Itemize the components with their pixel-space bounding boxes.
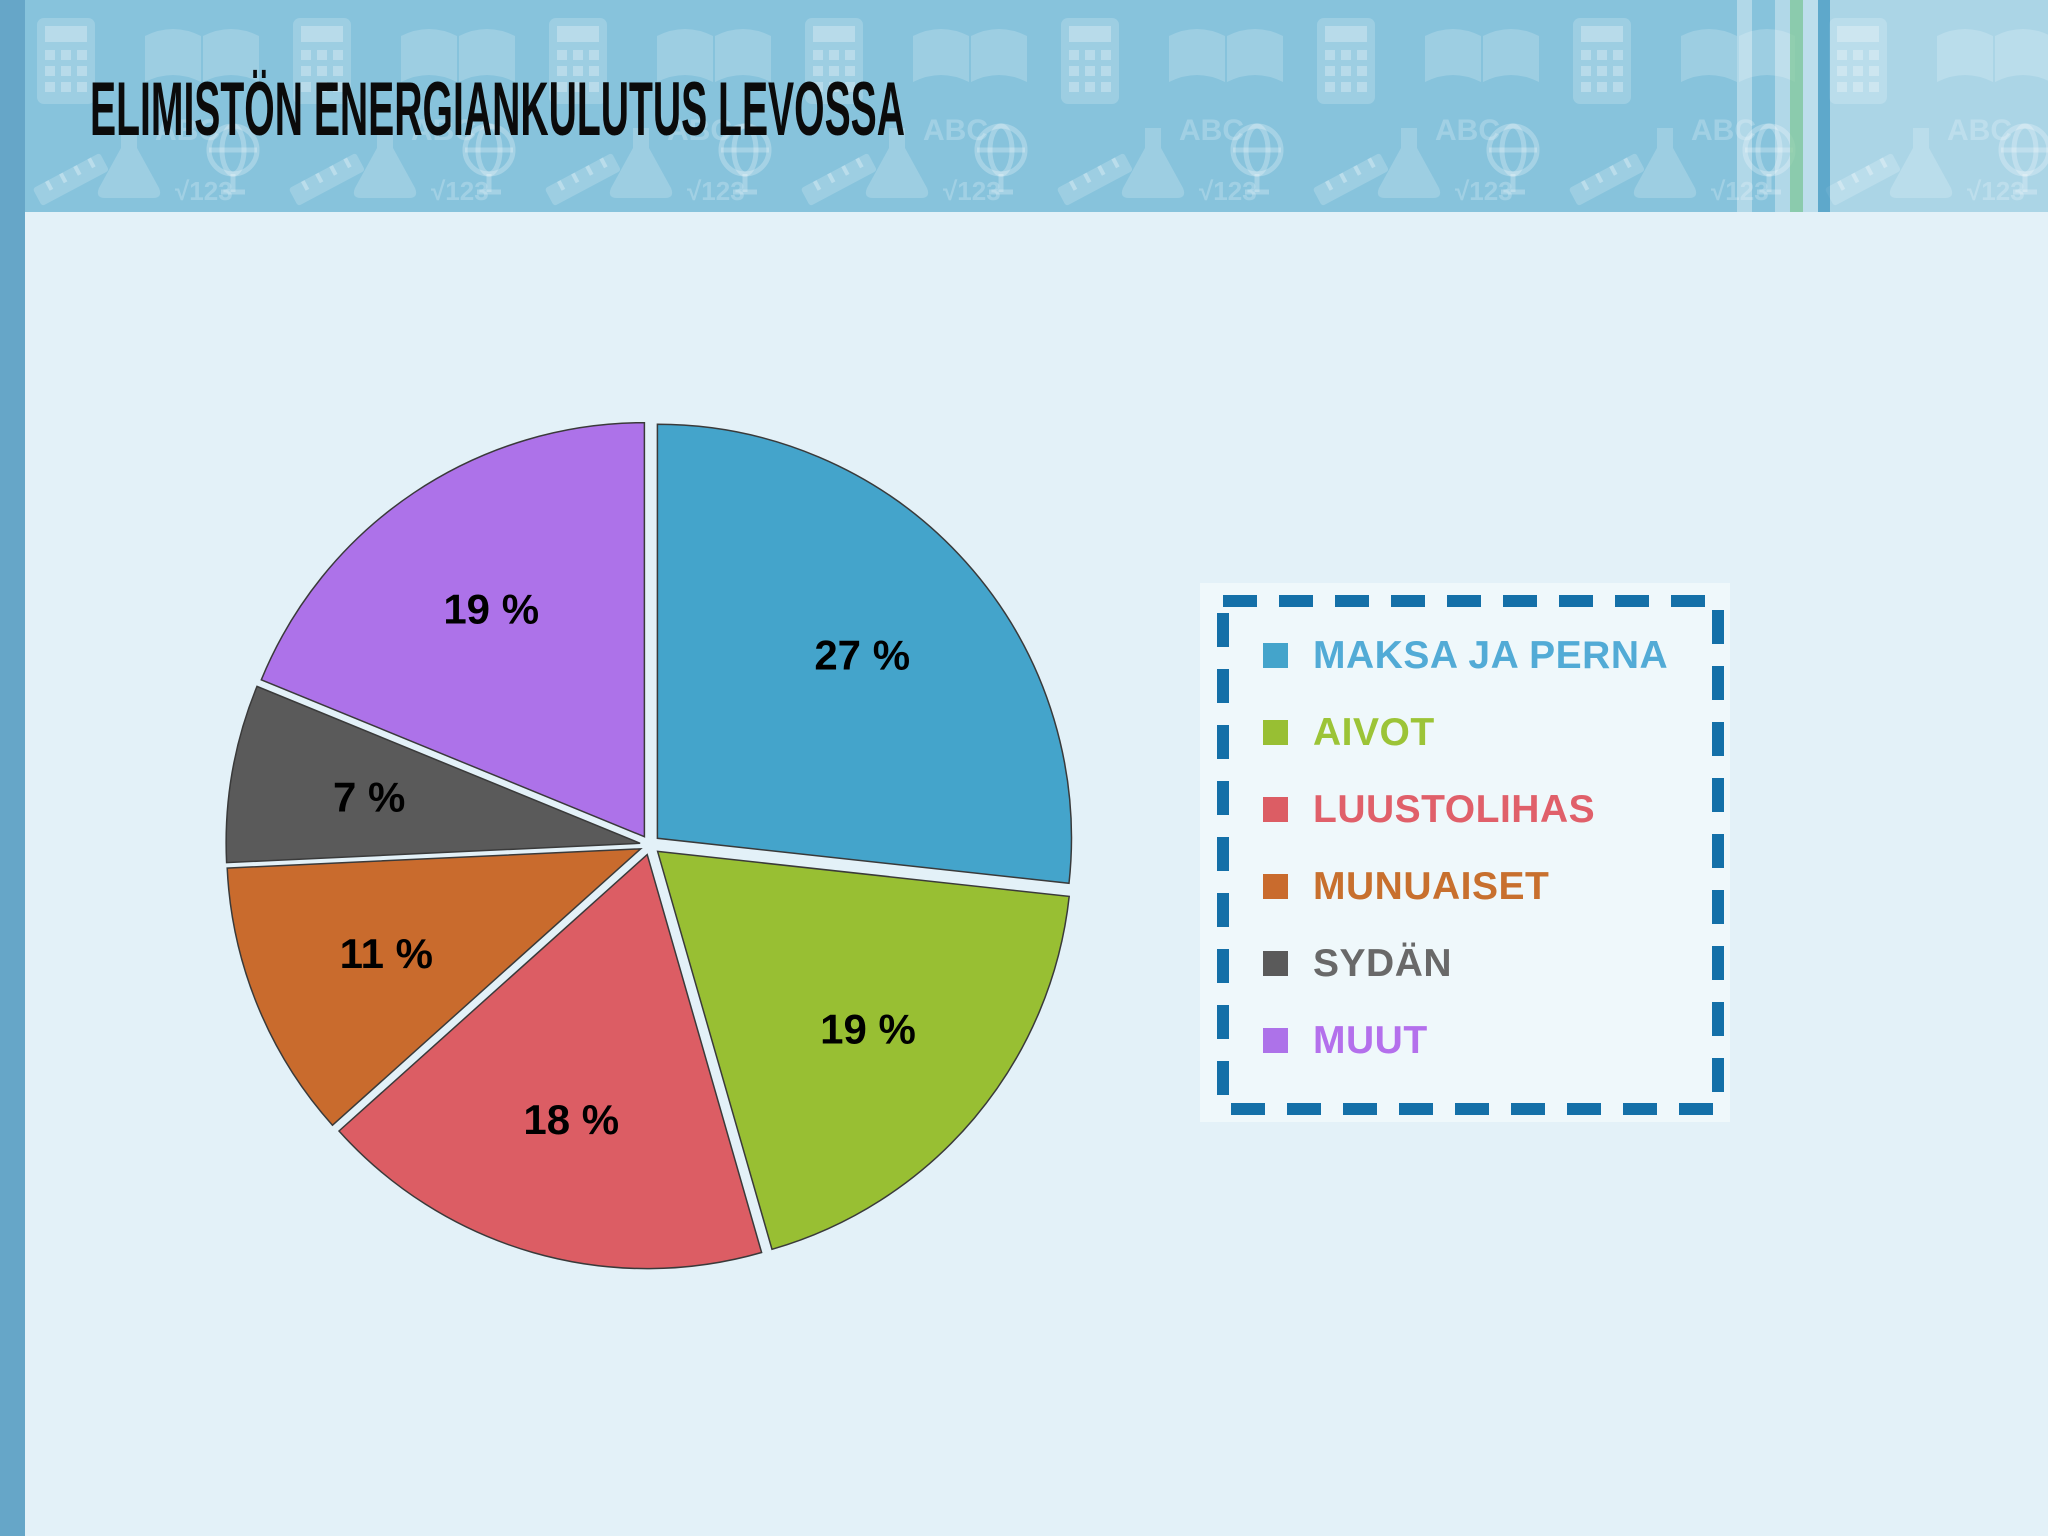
legend: MAKSA JA PERNA AIVOT LUUSTOLIHAS MUNUAISET S… [1263,617,1693,1079]
legend-swatch-icon [1263,797,1288,822]
pie-label-aivot: 19 % [820,1006,916,1053]
pie-label-muut: 19 % [443,585,539,632]
legend-panel: MAKSA JA PERNA AIVOT LUUSTOLIHAS MUNUAISET S… [1200,583,1730,1122]
header-light-overlay [1830,0,2048,212]
left-accent-strip [0,0,25,1536]
legend-swatch-icon [1263,951,1288,976]
legend-label: LUUSTOLIHAS [1313,787,1596,831]
header-stripe-light-2 [1775,0,1790,212]
pie-label-sydän: 7 % [333,774,405,821]
legend-label: MAKSA JA PERNA [1313,633,1669,677]
pie-label-munuaiset: 11 % [340,930,433,977]
slide-title: ELIMISTÖN ENERGIANKULUTUS LEVOSSA [90,67,905,152]
legend-dashed-border [1217,595,1724,1115]
legend-item-sydän: SYDÄN [1263,925,1693,1002]
legend-label: MUUT [1313,1018,1428,1062]
legend-swatch-icon [1263,720,1288,745]
pie-slice-maksa-ja-perna [656,423,1073,885]
pie-slice-muut [260,421,646,838]
legend-item-maksa-ja-perna: MAKSA JA PERNA [1263,617,1693,694]
legend-label: SYDÄN [1313,941,1453,985]
header-stripe-light-3 [1803,0,1818,212]
legend-item-muut: MUUT [1263,1002,1693,1079]
legend-swatch-icon [1263,643,1288,668]
legend-item-aivot: AIVOT [1263,694,1693,771]
pie-label-maksa-ja-perna: 27 % [814,632,910,679]
education-icons-pattern: ABC √123 [25,0,2048,212]
legend-item-munuaiset: MUNUAISET [1263,848,1693,925]
header-stripe-blue [1818,0,1830,212]
legend-swatch-icon [1263,874,1288,899]
legend-item-luustolihas: LUUSTOLIHAS [1263,771,1693,848]
pie-slice-munuaiset [226,847,643,1127]
legend-swatch-icon [1263,1028,1288,1053]
pie-slice-luustolihas [337,853,763,1270]
pie-slice-aivot [656,850,1071,1251]
slide-header: ABC √123 ELIMISTÖN ENERGIANKULUTUS LEVOS… [25,0,2048,212]
legend-label: AIVOT [1313,710,1435,754]
legend-label: MUNUAISET [1313,864,1550,908]
pie-label-luustolihas: 18 % [523,1096,619,1143]
pie-slice-sydän [225,685,641,864]
header-stripe-green [1790,0,1803,212]
header-stripe-light-1 [1737,0,1752,212]
